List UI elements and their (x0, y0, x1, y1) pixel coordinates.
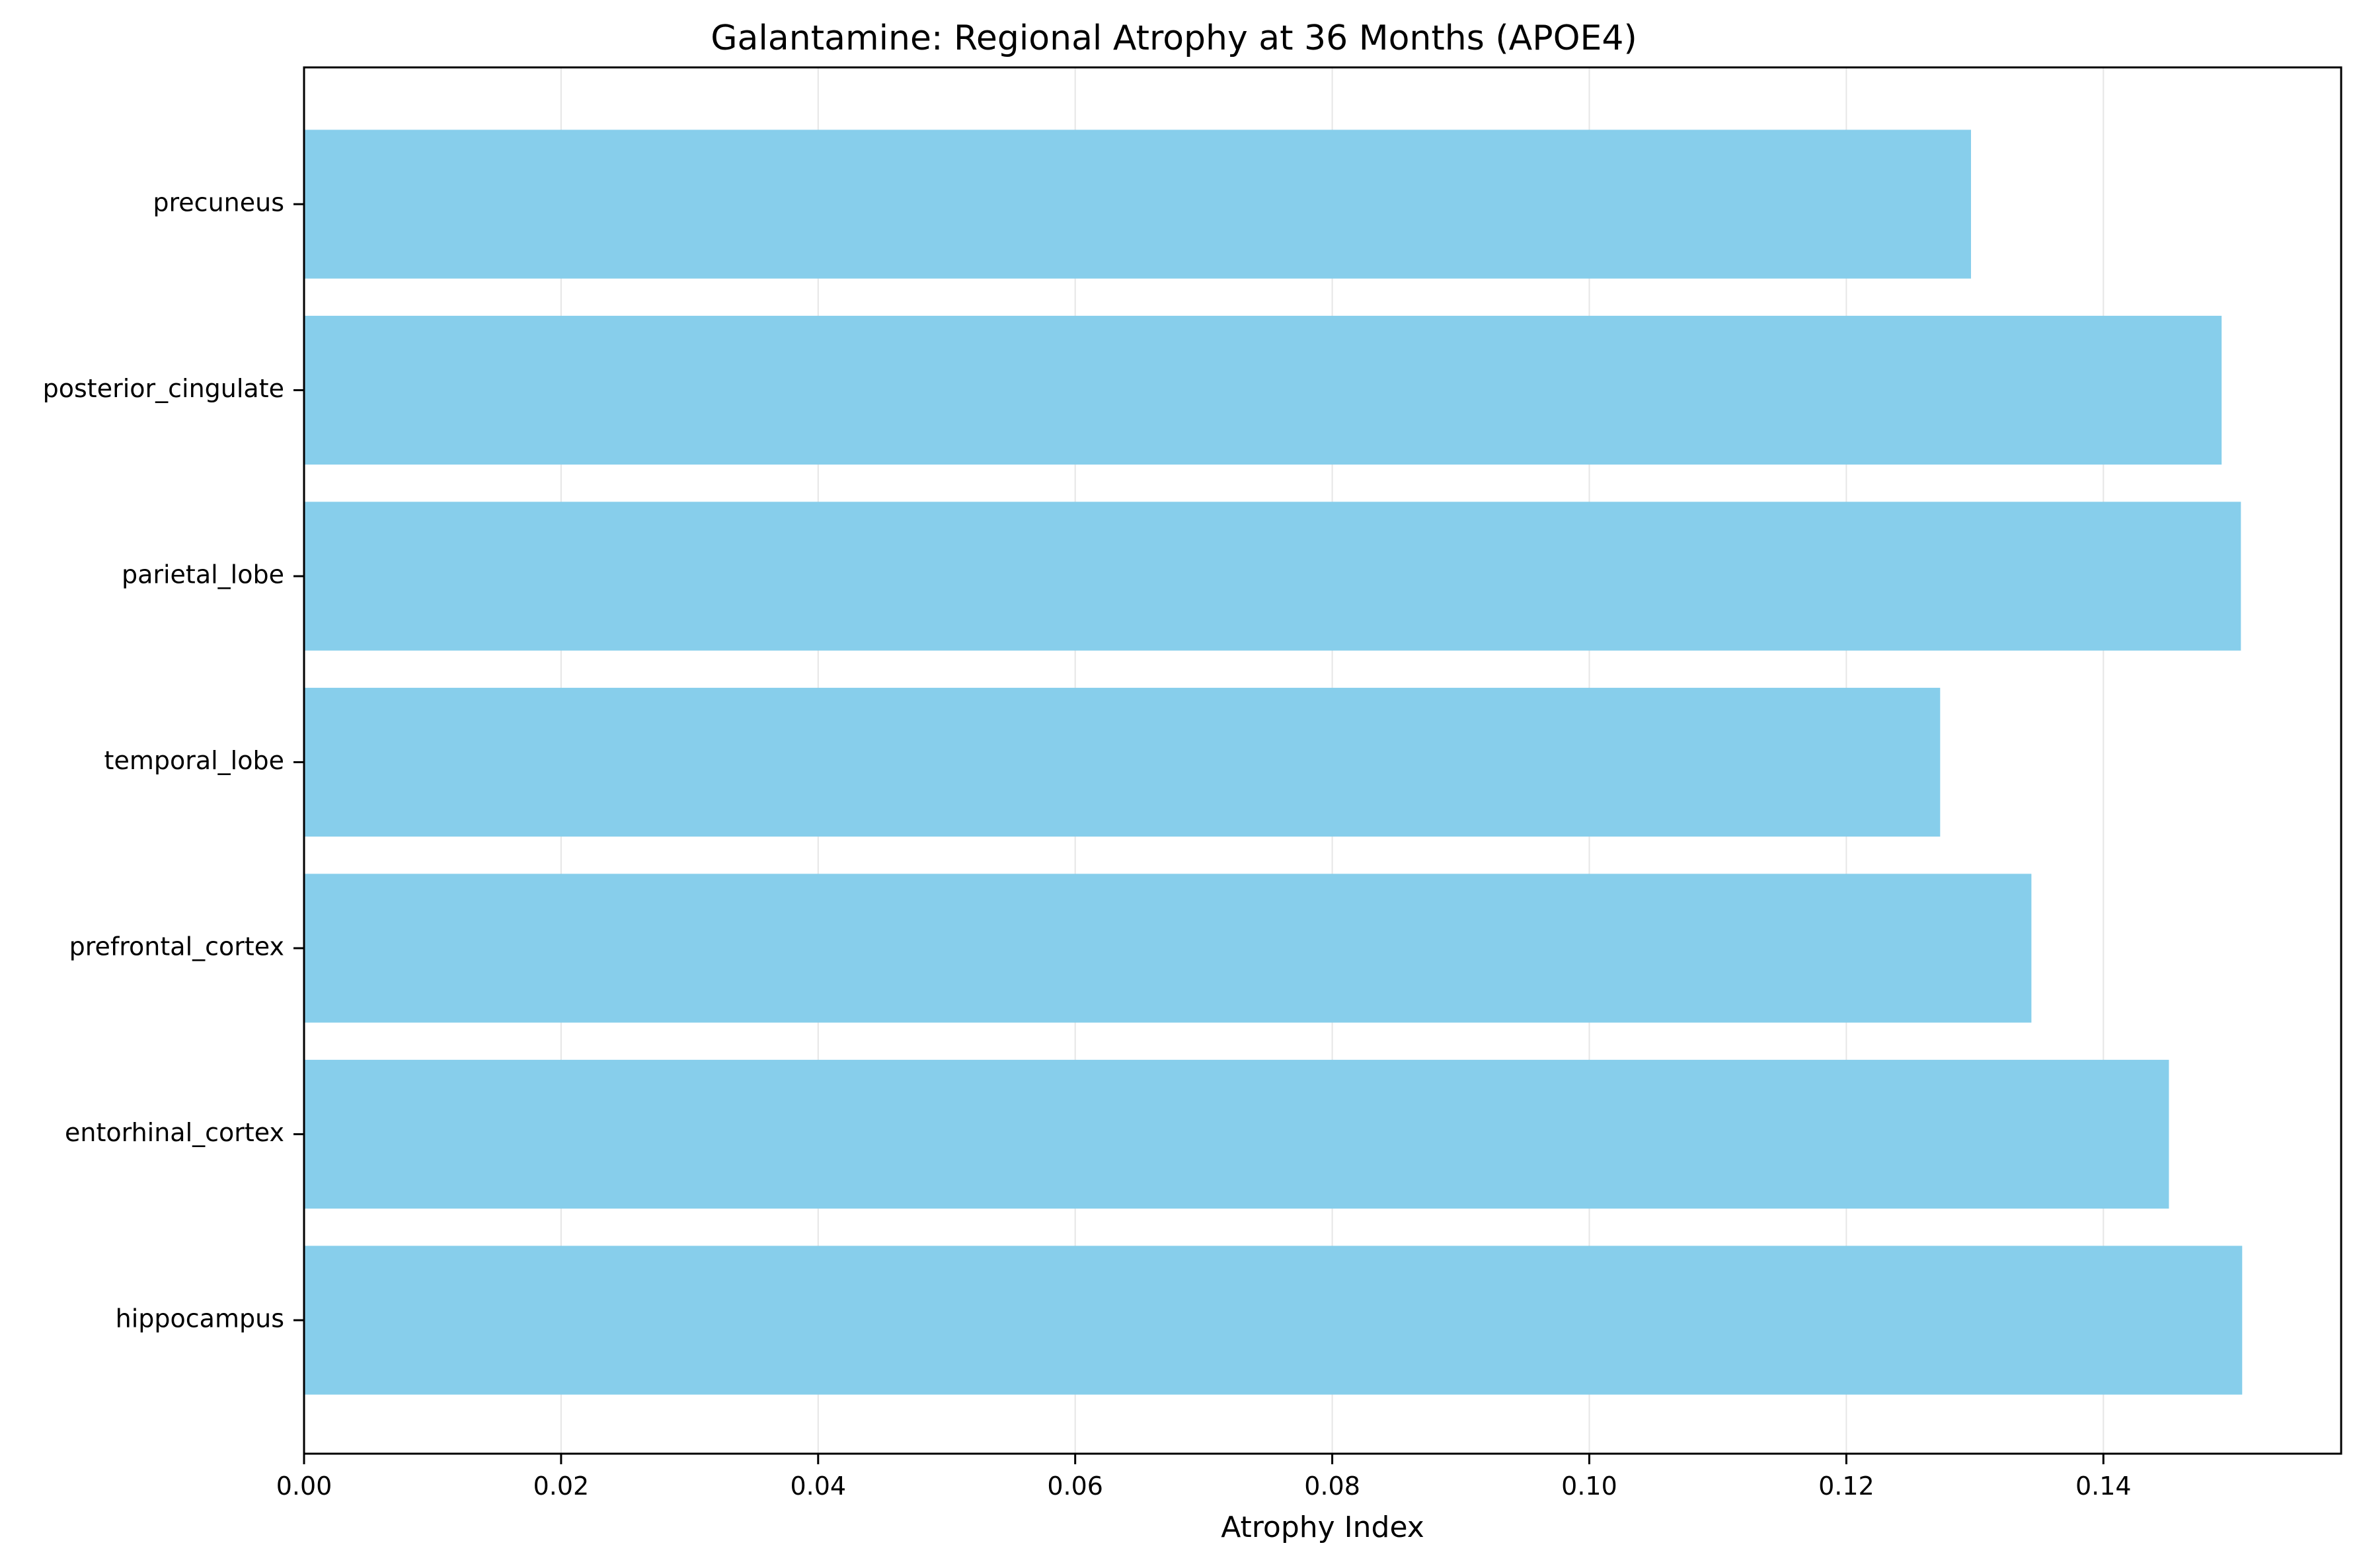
x-tick-label: 0.08 (1304, 1472, 1360, 1501)
bars (304, 130, 2243, 1395)
x-tick-label: 0.06 (1047, 1472, 1103, 1501)
bar-hippocampus (304, 1246, 2243, 1395)
x-tick-label: 0.12 (1818, 1472, 1875, 1501)
plot-area-frame (303, 66, 2342, 1455)
x-tick-label: 0.10 (1561, 1472, 1617, 1501)
y-tick-label: parietal_lobe (122, 560, 284, 589)
x-tick-label: 0.00 (276, 1472, 332, 1501)
x-axis-title: Atrophy Index (1221, 1511, 1424, 1544)
y-tick-label: precuneus (153, 188, 284, 217)
x-tick-label: 0.04 (790, 1472, 846, 1501)
y-tick-label: prefrontal_cortex (69, 932, 284, 961)
chart-title: Galantamine: Regional Atrophy at 36 Mont… (711, 19, 1637, 58)
bar-temporal-lobe (304, 687, 1941, 837)
x-tick-label: 0.14 (2075, 1472, 2132, 1501)
y-axis-ticks: hippocampus entorhinal_cortex prefrontal_c… (43, 188, 304, 1333)
y-tick-label: hippocampus (116, 1304, 284, 1333)
bar-parietal-lobe (304, 502, 2241, 651)
bar-prefrontal-cortex (304, 874, 2032, 1023)
bar-entorhinal-cortex (304, 1059, 2169, 1209)
bar-precuneus (304, 130, 1971, 279)
y-tick-label: entorhinal_cortex (65, 1118, 284, 1147)
x-tick-label: 0.02 (533, 1472, 590, 1501)
bar-posterior-cingulate (304, 315, 2222, 465)
y-tick-label: posterior_cingulate (43, 374, 284, 403)
x-axis-ticks: 0.00 0.02 0.04 0.06 0.08 0.10 0.12 0.14 (276, 1454, 2132, 1501)
y-tick-label: temporal_lobe (104, 746, 284, 775)
